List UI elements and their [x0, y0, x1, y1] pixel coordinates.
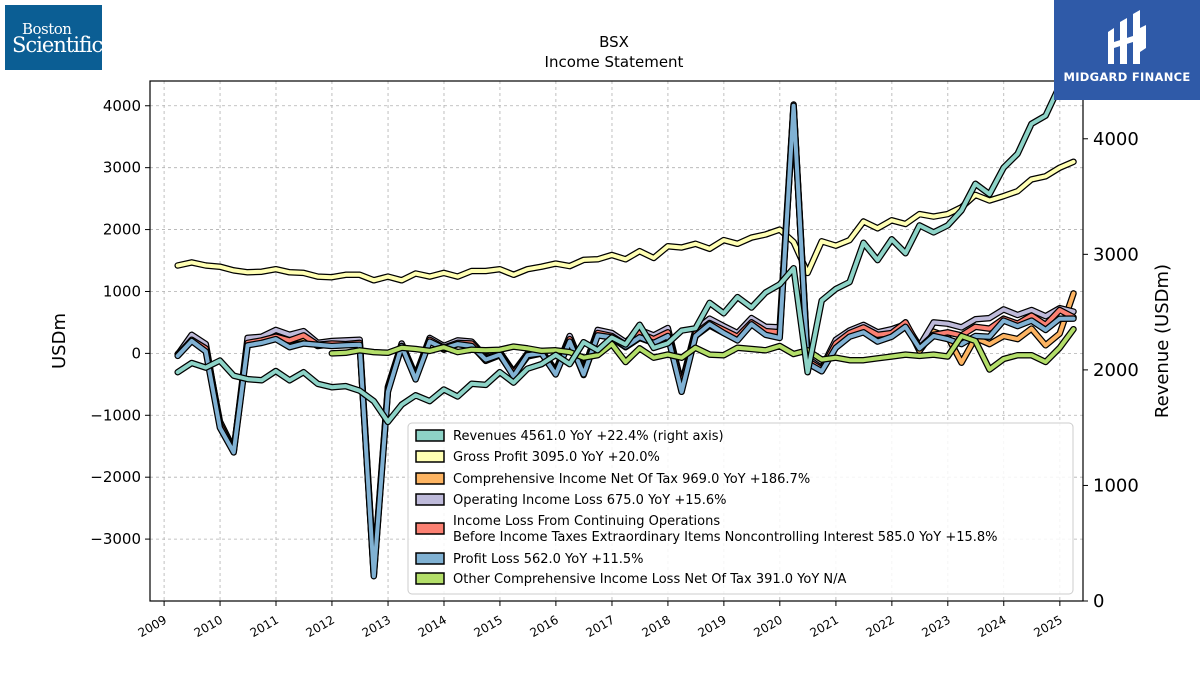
legend-label: Revenues 4561.0 YoY +22.4% (right axis)	[453, 429, 724, 444]
x-tick-label: 2009	[136, 613, 169, 640]
legend-label: Operating Income Loss 675.0 YoY +15.6%	[453, 493, 727, 508]
x-tick-label: 2014	[416, 613, 449, 640]
midgard-brand-text: MIDGARD FINANCE	[1063, 70, 1191, 84]
y-left-tick-label: 3000	[103, 159, 141, 177]
x-tick-label: 2013	[360, 613, 393, 640]
logo-line-2: Scientific	[12, 33, 103, 57]
y-left-tick-label: 0	[131, 344, 141, 362]
legend-label-line2: Before Income Taxes Extraordinary Items …	[453, 530, 998, 545]
y-left-tick-label: −3000	[90, 530, 141, 548]
y-right-tick-label: 2000	[1093, 360, 1139, 381]
legend-label: Profit Loss 562.0 YoY +11.5%	[453, 552, 643, 567]
series-line-other-comprehensive-income-loss-net-of-tax	[329, 327, 1076, 372]
chart-title: BSX	[599, 33, 629, 51]
x-tick-label: 2023	[919, 613, 952, 640]
legend-swatch	[415, 450, 445, 463]
x-tick-label: 2025	[1031, 613, 1064, 640]
x-tick-label: 2021	[807, 613, 840, 640]
legend-swatch	[415, 572, 445, 585]
legend-swatch	[415, 522, 445, 535]
series-line-revenues	[175, 72, 1076, 424]
legend: Revenues 4561.0 YoY +22.4% (right axis) G…	[407, 422, 1074, 595]
y-axis-left-label: USDm	[49, 313, 70, 369]
legend-label-line1: Income Loss From Continuing Operations	[453, 514, 720, 529]
legend-label: Comprehensive Income Net Of Tax 969.0 Yo…	[453, 472, 810, 487]
plot-frame	[149, 80, 1084, 602]
y-left-tick-label: 1000	[103, 282, 141, 300]
series-outline-gross-profit	[174, 158, 1077, 284]
y-right-tick-label: 3000	[1093, 244, 1139, 265]
series-line-gross-profit	[175, 159, 1076, 283]
y-left-tick-label: 4000	[103, 97, 141, 115]
y-axis-right-label: Revenue (USDm)	[1152, 264, 1173, 418]
x-tick-label: 2010	[192, 613, 225, 640]
x-tick-label: 2017	[584, 613, 617, 640]
legend-swatch	[415, 429, 445, 442]
x-tick-label: 2015	[472, 613, 505, 640]
chart-subtitle: Income Statement	[545, 53, 684, 71]
y-right-tick-label: 4000	[1093, 129, 1139, 150]
legend-swatch	[415, 493, 445, 506]
series-lines	[174, 70, 1077, 580]
x-tick-label: 2024	[975, 613, 1008, 640]
y-left-tick-label: −1000	[90, 406, 141, 424]
legend-label: Other Comprehensive Income Loss Net Of T…	[453, 572, 847, 587]
x-tick-label: 2020	[751, 613, 784, 640]
logo-line-1: Boston	[22, 20, 72, 38]
x-tick-label: 2012	[304, 613, 337, 640]
legend-label: Gross Profit 3095.0 YoY +20.0%	[453, 450, 660, 465]
y-left-tick-label: 2000	[103, 221, 141, 239]
legend-swatch	[415, 552, 445, 565]
x-tick-label: 2019	[695, 613, 728, 640]
y-left-tick-label: −2000	[90, 468, 141, 486]
legend-box	[407, 422, 1074, 595]
x-tick-label: 2016	[527, 613, 560, 640]
series-outline-revenues	[174, 70, 1077, 426]
x-tick-label: 2018	[640, 613, 673, 640]
midgard-finance-logo: MIDGARD FINANCE	[1054, 0, 1200, 100]
x-tick-label: 2011	[248, 613, 281, 640]
y-right-tick-label: 1000	[1093, 475, 1139, 496]
y-right-tick-label: 0	[1093, 591, 1104, 612]
x-tick-label: 2022	[863, 613, 896, 640]
legend-swatch	[415, 472, 445, 485]
boston-scientific-logo: Boston Scientific	[5, 5, 103, 70]
midgard-mark-icon	[1108, 10, 1146, 64]
